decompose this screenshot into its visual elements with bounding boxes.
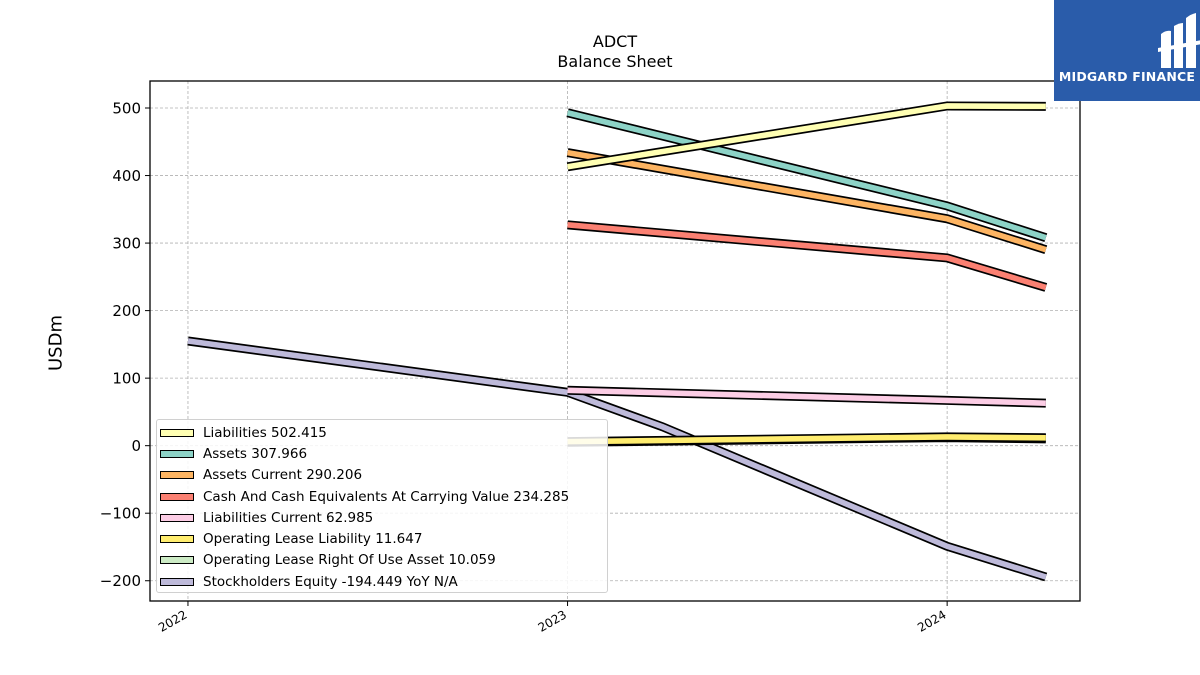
y-tick-label: −100 xyxy=(100,505,141,523)
legend-entry: Liabilities Current 62.985 xyxy=(157,507,607,528)
legend-entry: Cash And Cash Equivalents At Carrying Va… xyxy=(157,486,607,507)
legend-swatch xyxy=(160,535,194,544)
series-lines xyxy=(187,101,1048,582)
series-line xyxy=(567,434,1046,445)
series-line xyxy=(187,338,1047,580)
chart-title: ADCT xyxy=(592,32,638,51)
x-tick-label: 2023 xyxy=(536,607,569,634)
y-axis-label: USDm xyxy=(45,315,67,371)
brand-logo: MIDGARD FINANCE xyxy=(1054,0,1200,101)
legend-label: Stockholders Equity -194.449 YoY N/A xyxy=(203,573,458,590)
y-tick-label: 200 xyxy=(112,302,141,320)
legend-label: Assets Current 290.206 xyxy=(203,467,363,484)
axis-ticks: 500 400 300 200 100 0 −100 −200 2022 2023 2024 xyxy=(100,100,949,635)
legend-label: Operating Lease Right Of Use Asset 10.05… xyxy=(203,552,496,569)
x-tick-label: 2022 xyxy=(156,607,189,634)
legend-swatch xyxy=(160,492,194,501)
series-line xyxy=(567,149,1047,253)
legend-entry: Stockholders Equity -194.449 YoY N/A xyxy=(157,571,607,592)
legend-label: Operating Lease Liability 11.647 xyxy=(203,531,423,548)
legend-swatch xyxy=(160,428,194,437)
legend-entry: Operating Lease Right Of Use Asset 10.05… xyxy=(157,550,607,571)
legend-swatch xyxy=(160,513,194,522)
x-tick-label: 2024 xyxy=(915,607,948,634)
legend-swatch xyxy=(160,556,194,565)
chart-subtitle: Balance Sheet xyxy=(557,52,673,71)
y-tick-label: 500 xyxy=(112,100,141,118)
legend-label: Liabilities 502.415 xyxy=(203,424,327,441)
legend-label: Cash And Cash Equivalents At Carrying Va… xyxy=(203,488,570,505)
legend-swatch xyxy=(160,449,194,458)
y-tick-label: 0 xyxy=(131,437,141,455)
legend-entry: Assets Current 290.206 xyxy=(157,465,607,486)
y-tick-label: 100 xyxy=(112,370,141,388)
legend-entry: Operating Lease Liability 11.647 xyxy=(157,528,607,549)
legend-label: Assets 307.966 xyxy=(203,445,308,462)
legend: Liabilities 502.415 Assets 307.966 Assets … xyxy=(156,419,608,593)
series-line xyxy=(567,222,1047,291)
logo-text: MIDGARD FINANCE xyxy=(1058,69,1196,84)
series-line xyxy=(567,103,1046,170)
y-tick-label: −200 xyxy=(100,572,141,590)
y-tick-label: 300 xyxy=(112,235,141,253)
legend-entry: Liabilities 502.415 xyxy=(157,422,607,443)
midgard-logo-icon xyxy=(1158,13,1200,68)
legend-label: Liabilities Current 62.985 xyxy=(203,509,374,526)
series-line-outline xyxy=(567,220,1048,292)
legend-entry: Assets 307.966 xyxy=(157,443,607,464)
plot-frame xyxy=(149,80,1081,602)
legend-swatch xyxy=(160,577,194,586)
series-line xyxy=(567,387,1046,406)
y-tick-label: 400 xyxy=(112,167,141,185)
legend-swatch xyxy=(160,471,194,480)
